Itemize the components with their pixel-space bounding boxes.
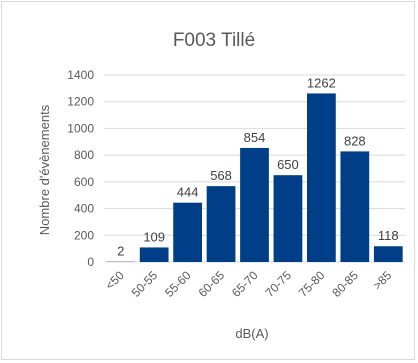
y-tick-label: 800 — [74, 148, 94, 162]
bar — [240, 147, 269, 262]
y-tick-label: 600 — [74, 175, 94, 189]
data-label: 568 — [210, 168, 232, 183]
y-tick-label: 200 — [74, 228, 94, 242]
x-tick-label: 60-65 — [196, 268, 228, 300]
x-tick-label: <50 — [103, 268, 128, 293]
bar — [206, 186, 236, 262]
x-tick-label: 65-70 — [229, 268, 261, 300]
chart-title: F003 Tillé — [173, 30, 255, 51]
x-tick-label: 55-60 — [162, 268, 194, 300]
data-label: 854 — [244, 130, 266, 145]
data-label: 1262 — [307, 75, 336, 90]
y-axis-label: Nombre d'évènements — [37, 104, 52, 235]
bar — [307, 93, 336, 262]
x-axis-label: dB(A) — [235, 326, 268, 341]
x-tick-label: 50-55 — [129, 268, 161, 300]
bar — [173, 202, 202, 262]
bar — [340, 151, 370, 262]
data-labels: 2 109 444 568 854 650 1262 828 118 — [117, 75, 399, 258]
x-tick-label: >85 — [370, 268, 395, 293]
data-label: 444 — [177, 185, 199, 200]
bar — [373, 246, 403, 262]
y-tick-label: 400 — [74, 202, 94, 216]
y-tick-labels: 0 200 400 600 800 1000 1200 1400 — [67, 68, 94, 269]
data-label: 109 — [143, 229, 165, 244]
x-tick-labels: <50 50-55 55-60 60-65 65-70 70-75 75-80 80-85 >8… — [103, 268, 395, 300]
bar — [273, 175, 303, 262]
bars — [106, 93, 403, 262]
data-label: 2 — [117, 244, 124, 259]
bar — [139, 247, 169, 262]
data-label: 828 — [344, 133, 366, 148]
y-tick-label: 1200 — [67, 95, 94, 109]
y-tick-label: 1400 — [67, 68, 94, 82]
x-tick-label: 75-80 — [296, 268, 328, 300]
data-label: 650 — [277, 157, 299, 172]
x-tick-label: 80-85 — [329, 268, 361, 300]
x-tick-label: 70-75 — [262, 268, 294, 300]
data-label: 118 — [378, 228, 399, 243]
y-tick-label: 0 — [87, 255, 94, 269]
y-tick-label: 1000 — [67, 121, 94, 135]
